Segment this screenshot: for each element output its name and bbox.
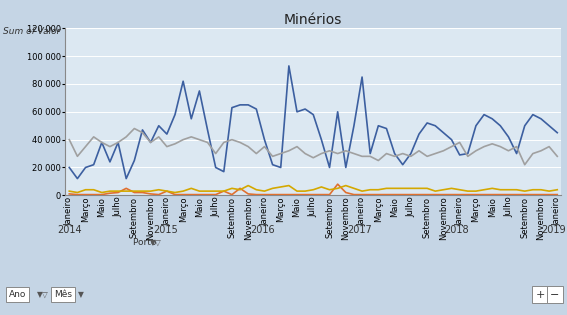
Text: ▼▽: ▼▽: [37, 290, 49, 299]
Text: Porto: Porto: [133, 238, 159, 247]
Text: +: +: [536, 289, 545, 300]
Text: −: −: [550, 289, 560, 300]
Text: Ano: Ano: [9, 290, 26, 299]
Text: 2015: 2015: [154, 225, 179, 235]
Text: Sum of Valor: Sum of Valor: [3, 27, 60, 36]
Text: 2017: 2017: [347, 225, 372, 235]
Text: 2019: 2019: [541, 225, 565, 235]
Text: ▼: ▼: [78, 290, 84, 299]
Text: 2016: 2016: [251, 225, 275, 235]
Text: 2018: 2018: [444, 225, 469, 235]
Text: 2014: 2014: [57, 225, 82, 235]
Text: Mês: Mês: [54, 290, 72, 299]
Title: Minérios: Minérios: [284, 13, 342, 27]
Text: ▼▽: ▼▽: [150, 238, 162, 247]
